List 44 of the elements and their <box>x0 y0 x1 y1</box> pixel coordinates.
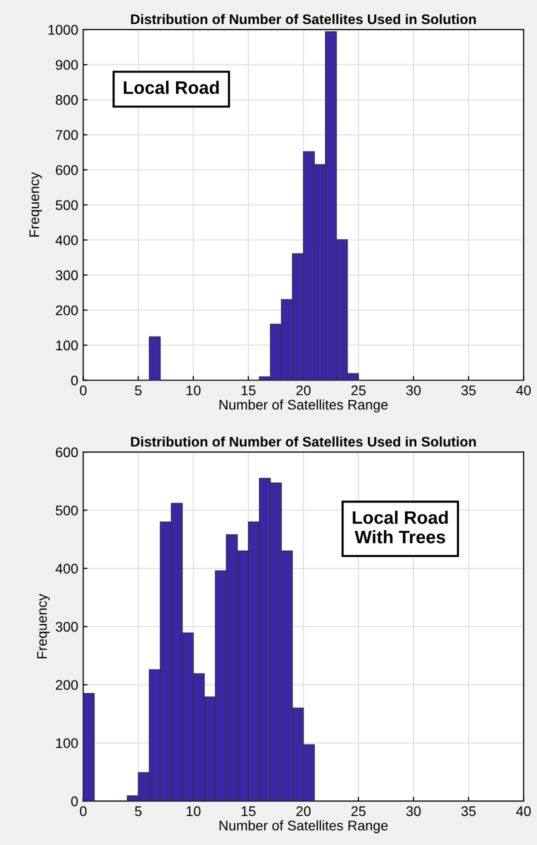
x-tick-label: 10 <box>186 385 200 396</box>
x-tick-label: 40 <box>516 806 531 816</box>
x-tick-label: 5 <box>134 386 142 396</box>
y-tick-label: 0 <box>71 796 78 806</box>
y-tick-label: 500 <box>56 200 78 210</box>
x-tick-label: 25 <box>351 385 366 396</box>
annotation: Local Road <box>124 80 219 94</box>
chart-title: Distribution of Number of Satellites Used in Solution <box>131 436 476 447</box>
y-tick-label: 600 <box>56 447 78 458</box>
y-tick-label: 400 <box>56 235 78 246</box>
x-tick-label: 10 <box>186 806 200 816</box>
x-tick-label: 30 <box>406 385 421 396</box>
x-tick-label: 20 <box>296 806 311 816</box>
x-axis-title: Number of Satellites Range <box>220 820 388 834</box>
x-tick-label: 20 <box>296 385 311 396</box>
y-tick-label: 600 <box>56 165 78 176</box>
y-tick-label: 400 <box>56 564 78 574</box>
annotation: Local Road With Trees <box>352 510 448 544</box>
x-tick-label: 25 <box>351 806 366 816</box>
y-tick-label: 100 <box>56 738 78 748</box>
y-tick-label: 200 <box>56 680 78 690</box>
y-tick-label: 100 <box>56 340 78 350</box>
y-tick-label: 300 <box>56 270 78 280</box>
y-tick-label: 300 <box>56 622 78 632</box>
y-tick-label: 200 <box>56 305 78 316</box>
y-tick-label: 0 <box>71 376 78 386</box>
y-tick-label: 800 <box>56 95 78 105</box>
x-tick-label: 35 <box>461 385 476 396</box>
y-tick-label: 700 <box>56 130 78 140</box>
x-axis-title: Number of Satellites Range <box>220 399 388 412</box>
y-axis-title: Frequency <box>29 172 42 237</box>
y-tick-label: 900 <box>56 60 78 70</box>
x-tick-label: 30 <box>406 806 421 816</box>
chart-title: Distribution of Number of Satellites Used in Solution <box>131 14 476 24</box>
x-tick-label: 5 <box>134 806 142 816</box>
x-tick-label: 15 <box>242 386 256 396</box>
x-tick-label: 35 <box>461 806 476 816</box>
x-tick-label: 0 <box>80 806 87 816</box>
y-tick-label: 500 <box>56 506 78 516</box>
y-tick-label: 1000 <box>48 24 78 35</box>
y-axis-title: Frequency <box>37 594 50 658</box>
x-tick-label: 40 <box>516 385 531 396</box>
x-tick-label: 0 <box>80 385 87 396</box>
x-tick-label: 15 <box>242 806 256 816</box>
